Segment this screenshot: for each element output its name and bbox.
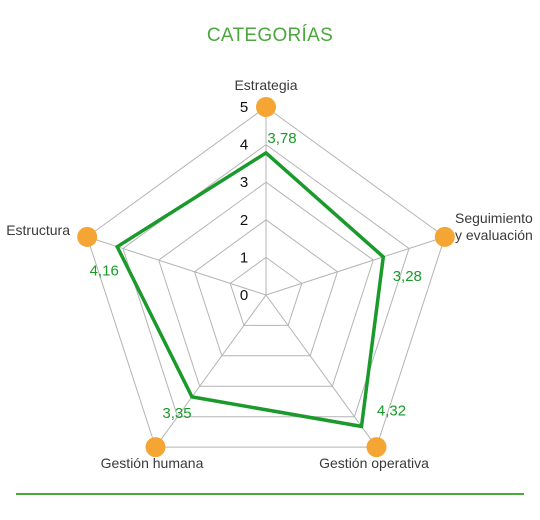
- value-label: 4,32: [377, 402, 406, 419]
- tick-label: 3: [240, 174, 248, 191]
- axis-label: y evaluación: [455, 227, 533, 243]
- grid-spoke: [155, 294, 267, 448]
- axis-label: Estructura: [6, 222, 70, 238]
- chart-title: CATEGORÍAS: [207, 25, 333, 46]
- axis-label: Estrategia: [234, 77, 297, 93]
- tick-label: 4: [240, 137, 248, 154]
- axis-end-marker: [77, 226, 98, 247]
- axis-end-marker: [366, 437, 387, 458]
- grid-ring: [193, 219, 339, 357]
- grid-spoke: [265, 294, 377, 448]
- radar-grid: [86, 106, 446, 448]
- grid-ring: [86, 106, 446, 448]
- data-value-labels: 3,78 3,28 4,32 3,35 4,16: [90, 130, 422, 422]
- axis-end-marker: [145, 437, 166, 458]
- tick-label: 1: [240, 249, 248, 266]
- axis-end-marker: [256, 97, 276, 117]
- grid-ring: [229, 256, 303, 326]
- value-label: 3,35: [162, 405, 191, 422]
- series-line: [114, 150, 386, 429]
- radar-series: [114, 150, 386, 429]
- tick-label: 5: [240, 99, 248, 116]
- grid-spoke: [265, 236, 445, 296]
- grid-ring: [158, 181, 374, 387]
- axis-end-markers: [77, 97, 455, 458]
- tick-label: 2: [240, 212, 248, 229]
- tick-label: 0: [240, 287, 248, 304]
- value-label: 4,16: [90, 263, 119, 280]
- value-label: 3,28: [393, 268, 422, 285]
- axis-end-marker: [434, 226, 455, 247]
- value-label: 3,78: [267, 130, 296, 147]
- axis-label: Gestión humana: [101, 455, 204, 471]
- grid-ring: [122, 143, 410, 418]
- axis-label: Gestión operativa: [319, 455, 429, 471]
- axis-label: Seguimiento: [455, 210, 533, 226]
- radial-tick-labels: 0 1 2 3 4 5: [240, 99, 248, 304]
